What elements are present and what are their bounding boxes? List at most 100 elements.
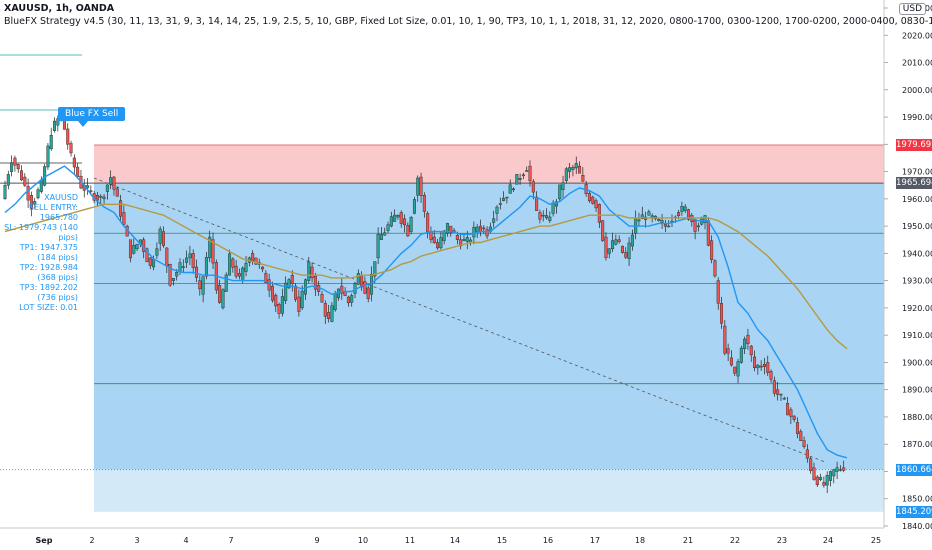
candle-body <box>350 295 354 303</box>
candle-body <box>376 234 380 259</box>
candle-body <box>521 174 525 177</box>
info-symbol: XAUUSD <box>44 193 78 202</box>
candle-body <box>531 181 535 193</box>
strategy-title: BlueFX Strategy v4.5 (30, 11, 13, 31, 9,… <box>4 16 932 27</box>
candle-body <box>53 120 57 131</box>
candle-body <box>571 167 575 170</box>
currency-button[interactable]: USD <box>898 3 926 15</box>
candle-body <box>403 218 407 226</box>
candle-body <box>274 294 278 307</box>
candle-body <box>518 177 522 180</box>
candle-body <box>680 206 684 212</box>
price-tick-label: 1890.000 <box>902 386 932 395</box>
candle-body <box>736 361 740 377</box>
candle-body <box>181 266 185 268</box>
candle-body <box>389 216 393 227</box>
candle-body <box>36 189 40 199</box>
candle-body <box>554 201 558 207</box>
candle-body <box>449 225 453 234</box>
candle-body <box>218 284 222 303</box>
price-tick-label: 1840.000 <box>902 522 932 531</box>
candle-body <box>270 285 274 301</box>
candle-body <box>277 304 281 314</box>
candle-body <box>115 188 119 197</box>
candle-body <box>696 225 700 228</box>
candle-body <box>161 231 165 246</box>
price-tick-label: 1930.000 <box>902 277 932 286</box>
indicator-slow-line <box>4 203 848 350</box>
candle-body <box>221 289 225 309</box>
candle-body <box>706 220 710 246</box>
candle-body <box>241 267 245 281</box>
candle-body <box>485 229 489 237</box>
price-tick-label: 1850.000 <box>902 495 932 504</box>
candle-body <box>515 174 519 185</box>
candle-body <box>191 253 195 269</box>
candle-body <box>356 273 360 285</box>
candle-body <box>333 293 337 310</box>
candle-body <box>720 303 724 324</box>
candle-body <box>809 458 813 471</box>
candle-body <box>545 215 549 219</box>
candle-body <box>409 217 413 232</box>
candle-body <box>597 204 601 223</box>
candle-body <box>587 193 591 202</box>
candle-body <box>789 409 793 417</box>
trade-info-panel: XAUUSD SELL ENTRY: 1965.780 SL: 1979.743… <box>0 193 78 313</box>
candle-body <box>327 312 331 319</box>
candle-body <box>667 225 671 228</box>
candle-body <box>541 214 545 217</box>
candle-body <box>66 128 70 145</box>
candle-body <box>627 242 631 260</box>
candle-body <box>76 166 80 177</box>
candle-body <box>290 274 294 284</box>
candle-body <box>412 199 416 214</box>
candle-body <box>713 260 717 277</box>
candle-body <box>630 234 634 247</box>
candle-body <box>237 273 241 277</box>
candle-body <box>152 259 156 268</box>
price-tick-label: 1880.000 <box>902 413 932 422</box>
candle-body <box>825 475 829 486</box>
candle-body <box>492 218 496 223</box>
candle-body <box>551 202 555 214</box>
trend-dashed-line <box>93 177 826 463</box>
candle-body <box>749 345 753 356</box>
candle-body <box>604 236 608 258</box>
candle-body <box>406 224 410 237</box>
candle-body <box>188 253 192 259</box>
candle-body <box>558 184 562 200</box>
time-tick-label: 15 <box>497 536 507 545</box>
candle-body <box>264 273 268 283</box>
candle-body <box>759 365 763 368</box>
candle-body <box>267 279 271 291</box>
price-tick-label: 2000.000 <box>902 86 932 95</box>
candle-body <box>297 296 301 312</box>
time-tick-label: 23 <box>777 536 787 545</box>
time-tick-label: 21 <box>683 536 693 545</box>
price-tick-label: 1870.000 <box>902 440 932 449</box>
candle-body <box>204 257 208 277</box>
candle-body <box>99 196 103 198</box>
candle-body <box>512 188 516 191</box>
candle-body <box>819 477 823 480</box>
candle-body <box>155 248 159 256</box>
candle-body <box>739 347 743 363</box>
candle-body <box>614 239 618 245</box>
candle-body <box>49 135 53 150</box>
candle-body <box>20 170 24 181</box>
candle-body <box>805 449 809 459</box>
time-tick-label: 10 <box>358 536 368 545</box>
candle-body <box>195 266 199 278</box>
price-tick-label: 1940.000 <box>902 249 932 258</box>
candle-body <box>396 215 400 218</box>
candle-body <box>33 201 37 205</box>
candle-body <box>445 223 449 234</box>
time-tick-label: 3 <box>134 536 139 545</box>
candle-body <box>769 371 773 380</box>
candle-body <box>478 225 482 232</box>
candle-body <box>39 179 43 192</box>
target-zone <box>94 469 884 512</box>
candle-body <box>591 196 595 204</box>
